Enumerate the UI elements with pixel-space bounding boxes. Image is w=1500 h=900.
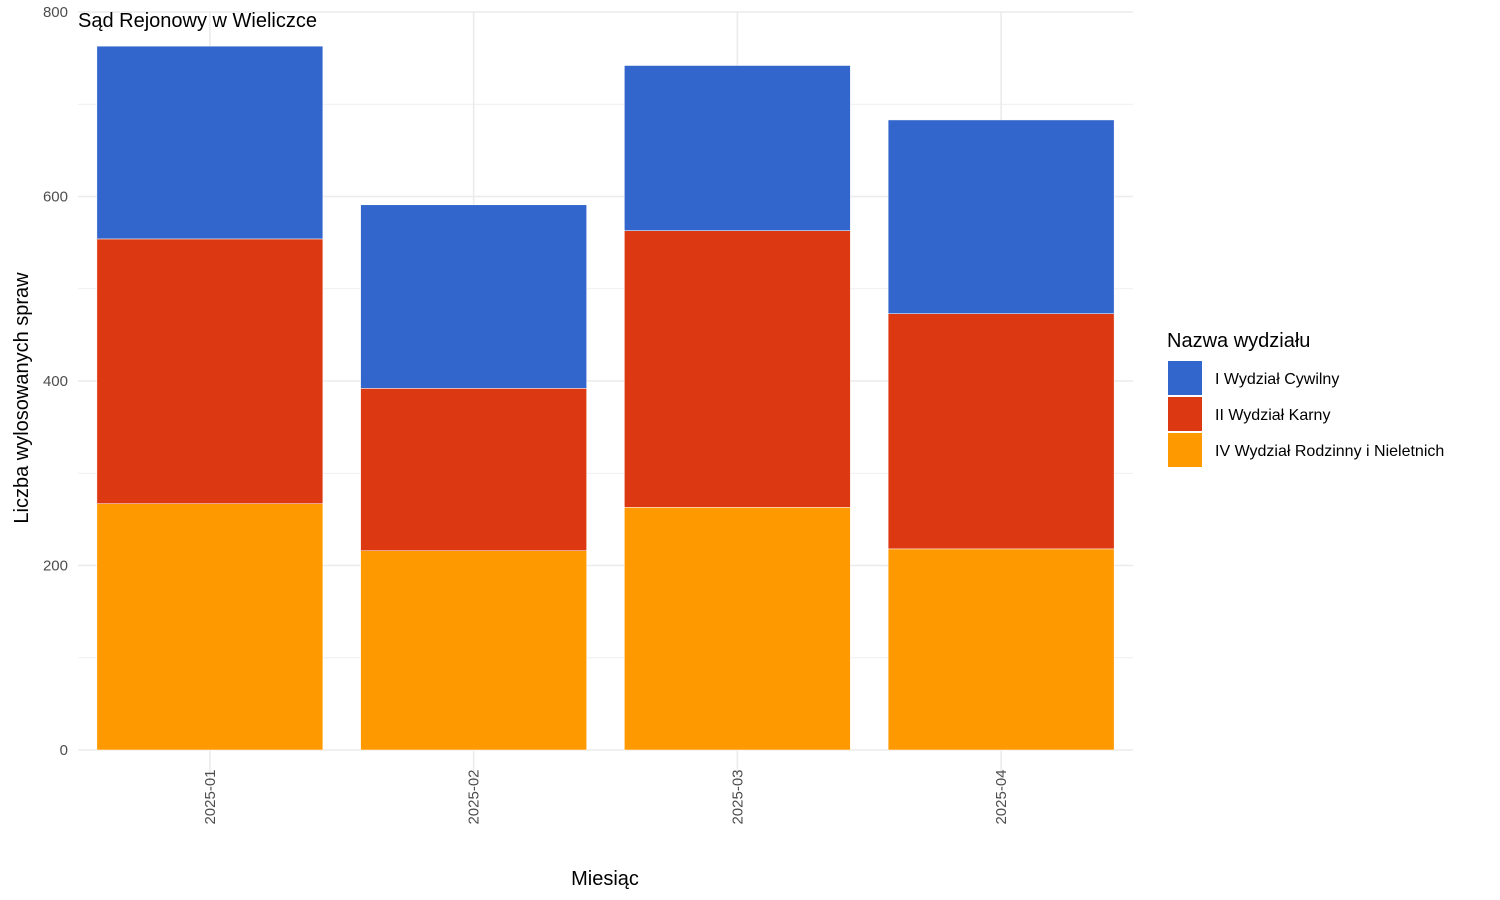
bar-segment bbox=[887, 548, 1115, 751]
legend-label: IV Wydział Rodzinny i Nieletnich bbox=[1215, 443, 1444, 460]
bar-segment bbox=[96, 503, 324, 751]
x-tick-label: 2025-01 bbox=[202, 769, 219, 824]
legend-label: II Wydział Karny bbox=[1215, 407, 1330, 424]
bar-segment bbox=[624, 65, 851, 231]
y-tick-label: 400 bbox=[43, 373, 68, 390]
y-tick-label: 200 bbox=[43, 558, 68, 575]
y-tick-label: 0 bbox=[60, 742, 68, 759]
bar-segment bbox=[360, 550, 587, 751]
legend-title: Nazwa wydziału bbox=[1167, 330, 1310, 352]
legend-swatch bbox=[1168, 361, 1202, 395]
bar-segment bbox=[96, 45, 324, 240]
bar-segment bbox=[887, 119, 1115, 314]
bar-segment bbox=[360, 388, 587, 551]
x-axis-ticks: 2025-01 2025-02 2025-03 2025-04 bbox=[202, 769, 1010, 824]
x-tick-label: 2025-03 bbox=[729, 769, 746, 824]
chart-title: Sąd Rejonowy w Wieliczce bbox=[78, 10, 317, 32]
y-axis-ticks: 0 200 400 600 800 bbox=[43, 4, 68, 759]
legend: Nazwa wydziału I Wydział Cywilny II Wydzi… bbox=[1167, 330, 1444, 467]
legend-swatch bbox=[1168, 397, 1202, 431]
y-axis-title: Liczba wylosowanych spraw bbox=[11, 272, 33, 524]
y-tick-label: 800 bbox=[43, 4, 68, 21]
x-tick-label: 2025-04 bbox=[993, 769, 1010, 824]
x-axis-title: Miesiąc bbox=[571, 868, 639, 890]
y-tick-label: 600 bbox=[43, 189, 68, 206]
bar-segment bbox=[887, 313, 1115, 550]
bars bbox=[96, 45, 1115, 751]
x-tick-label: 2025-02 bbox=[466, 769, 483, 824]
bar-segment bbox=[624, 507, 851, 751]
bar-segment bbox=[624, 230, 851, 508]
legend-swatch bbox=[1168, 433, 1202, 467]
bar-segment bbox=[360, 204, 587, 389]
bar-segment bbox=[96, 238, 324, 504]
legend-label: I Wydział Cywilny bbox=[1215, 371, 1339, 388]
